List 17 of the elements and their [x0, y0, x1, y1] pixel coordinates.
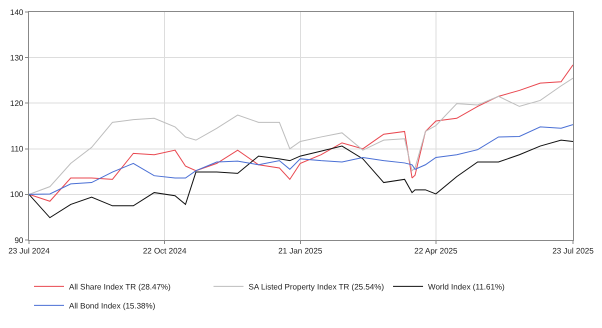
legend-label: SA Listed Property Index TR (25.54%): [248, 282, 384, 292]
line-series: [29, 124, 573, 195]
x-tick-label: 23 Jul 2025: [552, 246, 594, 256]
y-tick-label: 120: [10, 99, 24, 108]
y-tick-label: 90: [14, 236, 24, 245]
line-series: [29, 140, 573, 218]
x-tick-label: 22 Apr 2025: [414, 246, 458, 256]
x-tick-label: 21 Jan 2025: [278, 246, 323, 256]
y-tick-label: 130: [10, 53, 24, 62]
x-tick-label: 23 Jul 2024: [8, 246, 50, 256]
legend-label: All Bond Index (15.38%): [69, 302, 156, 311]
y-tick-label: 100: [10, 190, 24, 200]
x-tick-label: 22 Oct 2024: [142, 246, 187, 256]
legend-label: All Share Index TR (28.47%): [69, 282, 172, 292]
legend-label: World Index (11.61%): [428, 282, 506, 292]
y-tick-label: 110: [10, 144, 24, 154]
y-tick-label: 140: [10, 8, 24, 17]
